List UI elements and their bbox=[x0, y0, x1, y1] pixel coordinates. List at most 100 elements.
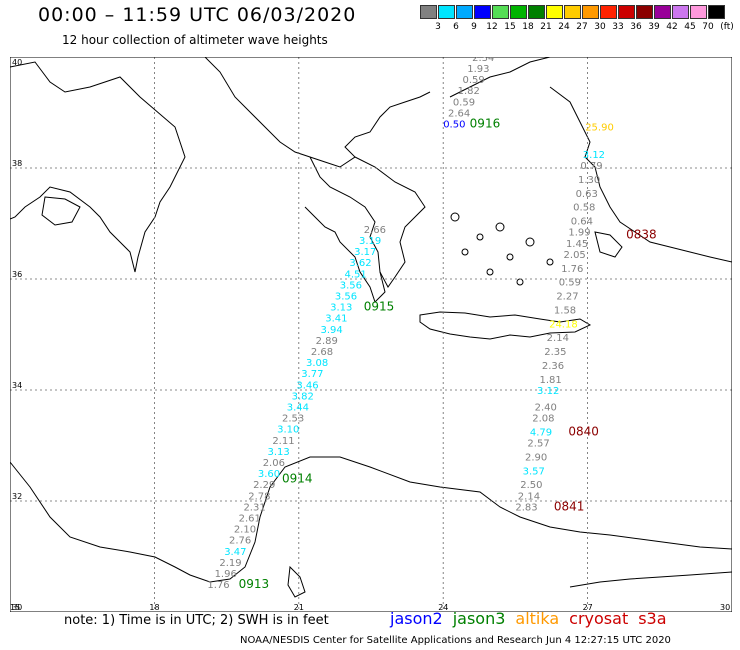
swh-value: 3.17 bbox=[354, 247, 376, 258]
pass-labels: 0913 0914 0915 0916 0840 0841 0838 bbox=[239, 116, 657, 591]
swh-value: 2.40 bbox=[535, 403, 557, 414]
swh-value: 3.94 bbox=[320, 325, 342, 336]
map-frame bbox=[10, 57, 732, 612]
latitude-tick-label: 32 bbox=[12, 492, 22, 501]
satellite-name-altika: altika bbox=[515, 609, 560, 628]
swh-value: 3.41 bbox=[325, 314, 347, 325]
swh-value: 3.08 bbox=[306, 358, 328, 369]
satellite-name-s3a: s3a bbox=[638, 609, 667, 628]
swh-value: 2.53 bbox=[282, 414, 304, 425]
swh-value: 0.64 bbox=[571, 217, 593, 228]
swh-value: 1.45 bbox=[566, 239, 588, 250]
legend-level-label: 3 bbox=[435, 22, 441, 32]
swh-value: 25.90 bbox=[585, 122, 614, 133]
swh-value: 2.29 bbox=[253, 480, 275, 491]
swh-value: 4.79 bbox=[530, 428, 552, 439]
swh-value: 3.46 bbox=[296, 380, 318, 391]
legend-swatch bbox=[474, 5, 491, 19]
swh-value: 0.50 bbox=[443, 119, 465, 130]
longitude-tick-label: 30 bbox=[720, 603, 730, 612]
pass-label: 0915 bbox=[364, 300, 395, 314]
satellite-name-jason2: jason2 bbox=[390, 609, 443, 628]
legend-level-label: 12 bbox=[486, 22, 498, 32]
pass-label: 0913 bbox=[239, 577, 270, 591]
note-text: note: 1) Time is in UTC; 2) SWH is in fe… bbox=[64, 613, 329, 628]
longitude-tick-label: 15 bbox=[10, 603, 20, 612]
swh-value: 3.12 bbox=[583, 150, 605, 161]
swh-value: 2.50 bbox=[520, 480, 542, 491]
swh-value: 3.56 bbox=[340, 280, 362, 291]
legend-level-label: 21 bbox=[540, 22, 552, 32]
swh-value: 2.11 bbox=[272, 436, 294, 447]
latitude-tick-label: 36 bbox=[12, 270, 22, 279]
legend-swatch bbox=[690, 5, 707, 19]
swh-value: 3.12 bbox=[537, 386, 559, 397]
swh-value: 0.59 bbox=[559, 278, 581, 289]
swh-value: 2.61 bbox=[239, 514, 261, 525]
swh-value: 24.18 bbox=[549, 319, 578, 330]
swh-value: 1.99 bbox=[568, 228, 590, 239]
swh-value: 2.14 bbox=[518, 491, 540, 502]
satellite-name-jason3: jason3 bbox=[452, 609, 506, 628]
swh-value: 0.59 bbox=[462, 75, 484, 86]
legend-level-label: 18 bbox=[522, 22, 534, 32]
swh-value: 2.89 bbox=[316, 336, 338, 347]
swh-value: 1.81 bbox=[539, 375, 561, 386]
legend-level-label: 15 bbox=[504, 22, 516, 32]
latitude-tick-label: 38 bbox=[12, 159, 22, 168]
swh-value: 2.10 bbox=[234, 525, 256, 536]
swh-value: 2.05 bbox=[564, 250, 586, 261]
swh-value: 4.51 bbox=[345, 269, 367, 280]
swh-value: 2.68 bbox=[311, 347, 333, 358]
swh-value: 2.06 bbox=[263, 458, 285, 469]
legend-level-label: 9 bbox=[471, 22, 477, 32]
swh-value: 2.83 bbox=[515, 502, 537, 513]
latitude-tick-label: 40 bbox=[12, 58, 22, 67]
swh-value: 1.76 bbox=[561, 264, 583, 275]
swh-value: 2.76 bbox=[229, 536, 251, 547]
legend-swatch bbox=[456, 5, 473, 19]
swh-value: 2.78 bbox=[248, 491, 270, 502]
swh-value: 1.58 bbox=[554, 305, 576, 316]
swh-value: 2.90 bbox=[525, 452, 547, 463]
pass-label: 0916 bbox=[470, 116, 501, 130]
pass-label: 0841 bbox=[554, 499, 585, 513]
swh-value: 0.58 bbox=[573, 203, 595, 214]
pass-label: 0838 bbox=[626, 227, 657, 241]
swh-value: 2.64 bbox=[448, 108, 470, 119]
swh-value: 2.35 bbox=[544, 347, 566, 358]
swh-value: 1.30 bbox=[578, 175, 600, 186]
swh-value: 2.66 bbox=[364, 225, 386, 236]
longitude-tick-label: 27 bbox=[583, 603, 593, 612]
legend-level-label: 45 bbox=[684, 22, 696, 32]
swh-value: 3.56 bbox=[335, 292, 357, 303]
pass-label: 0840 bbox=[568, 425, 599, 439]
swh-value: 3.44 bbox=[287, 403, 309, 414]
swh-value: 2.31 bbox=[243, 502, 265, 513]
map-subtitle: 12 hour collection of altimeter wave hei… bbox=[62, 33, 328, 47]
legend-level-label: 42 bbox=[666, 22, 678, 32]
map-title: 00:00 – 11:59 UTC 06/03/2020 bbox=[38, 4, 357, 26]
footer-credit: NOAA/NESDIS Center for Satellite Applica… bbox=[240, 635, 671, 646]
satellite-legend: jason2 jason3 altika cryosat s3a bbox=[390, 609, 677, 628]
legend-swatch bbox=[708, 5, 725, 19]
swh-value: 1.76 bbox=[207, 580, 229, 591]
legend-level-label: 70 bbox=[702, 22, 714, 32]
longitude-tick-label: 21 bbox=[294, 603, 304, 612]
legend-level-label: 27 bbox=[576, 22, 588, 32]
swh-value: 3.13 bbox=[330, 303, 352, 314]
legend-level-label: 36 bbox=[630, 22, 642, 32]
legend-swatch bbox=[636, 5, 653, 19]
legend-swatch bbox=[618, 5, 635, 19]
legend-level-label: 6 bbox=[453, 22, 459, 32]
latitude-tick-label: 30 bbox=[12, 603, 22, 612]
wave-height-values: 1.761.962.193.472.762.102.612.312.782.29… bbox=[207, 57, 613, 591]
swh-value: 0.59 bbox=[453, 97, 475, 108]
legend-swatch bbox=[654, 5, 671, 19]
swh-value: 3.47 bbox=[224, 547, 246, 558]
swh-value: 2.36 bbox=[542, 361, 564, 372]
swh-value: 3.19 bbox=[359, 236, 381, 247]
swh-value: 3.13 bbox=[268, 447, 290, 458]
